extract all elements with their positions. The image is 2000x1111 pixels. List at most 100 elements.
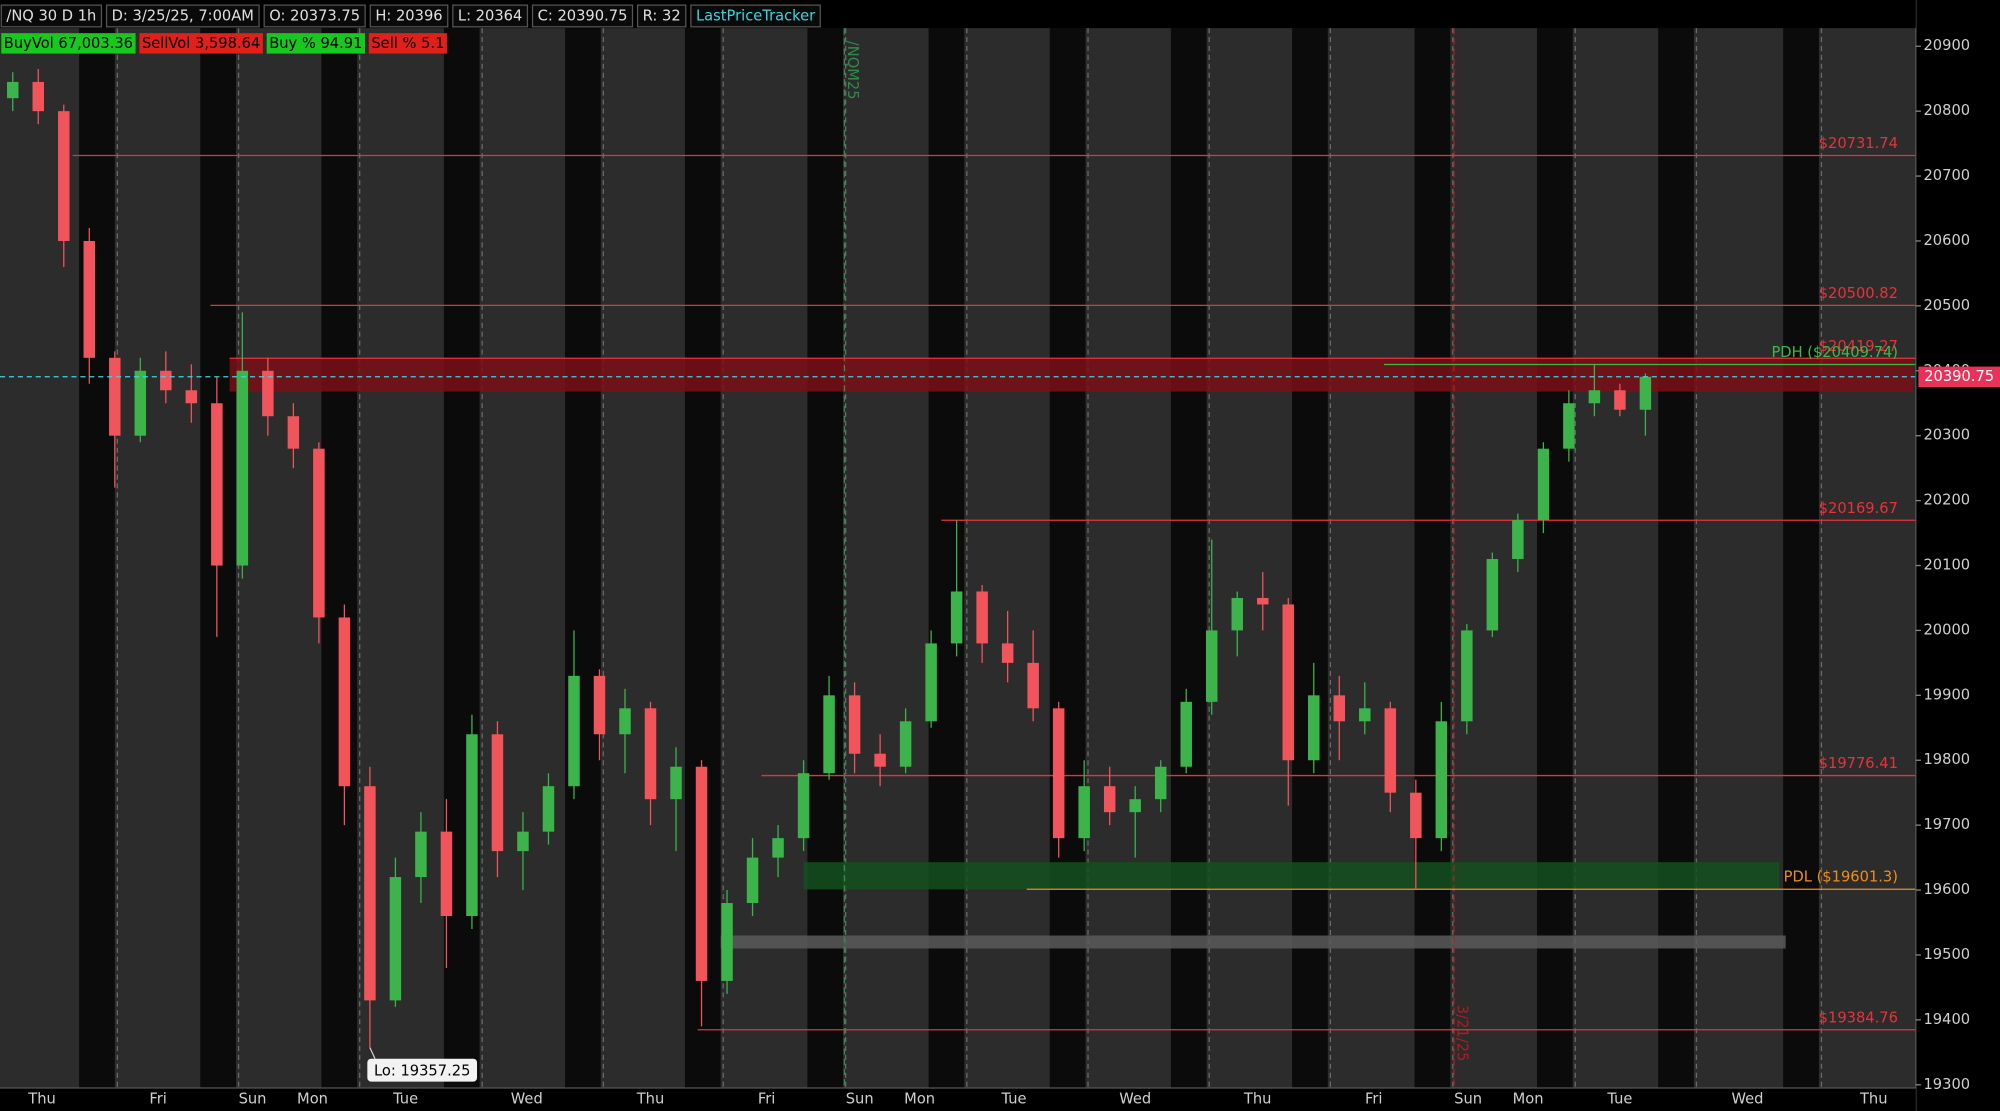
y-tick-label: 19800 — [1923, 751, 1970, 768]
candle-body — [415, 831, 427, 878]
session-band — [79, 28, 115, 1089]
candle-body — [1333, 695, 1346, 722]
candle-body — [440, 831, 453, 917]
candle-body — [287, 416, 300, 449]
badge-box — [368, 33, 447, 54]
candle-body — [1435, 721, 1448, 839]
candle-body — [1001, 643, 1014, 663]
candle-body — [1027, 662, 1039, 709]
header-item: O: 20373.75 — [263, 4, 366, 28]
low-note-pointer — [369, 1047, 376, 1059]
x-tick-label: Mon — [297, 1091, 328, 1108]
candle-body — [1231, 597, 1243, 631]
candle-body — [7, 81, 19, 99]
header-item: H: 20396 — [369, 4, 449, 28]
x-tick-label: Tue — [392, 1091, 418, 1108]
badge-box — [266, 33, 366, 54]
header-text: R: 32 — [643, 8, 681, 25]
x-tick-label: Sun — [846, 1091, 874, 1108]
candle-body — [1103, 786, 1116, 813]
x-tick-label: Thu — [1243, 1091, 1272, 1108]
header-box — [690, 4, 821, 28]
header-text: C: 20390.75 — [538, 8, 628, 25]
session-band — [807, 28, 844, 1089]
x-tick-label: Mon — [904, 1091, 935, 1108]
x-tick-label: Thu — [27, 1091, 56, 1108]
candle-body — [976, 591, 988, 644]
header-box — [0, 4, 103, 28]
vertical-marker-label: 3/21/25 — [1454, 1005, 1471, 1062]
price-level-label: $19384.76 — [1819, 1009, 1898, 1026]
candle-body — [1359, 708, 1371, 722]
y-tick-label: 20000 — [1923, 621, 1970, 638]
header-item: L: 20364 — [452, 4, 529, 28]
x-tick-label: Sun — [1454, 1091, 1482, 1108]
candle-body — [83, 240, 96, 358]
header-text: D: 3/25/25, 7:00AM — [112, 8, 254, 25]
header-box — [263, 4, 366, 28]
candle-body — [644, 708, 657, 800]
candle-body — [1410, 792, 1422, 839]
candle-body — [593, 675, 606, 735]
low-note-label: Lo: 19357.25 — [374, 1062, 470, 1079]
candle-body — [823, 695, 835, 774]
header-text: H: 20396 — [375, 8, 442, 25]
x-tick-label: Thu — [636, 1091, 665, 1108]
badge-text: Sell % 5.1 — [371, 35, 444, 52]
header-text: /NQ 30 D 1h — [6, 8, 96, 25]
price-level-label: $20169.67 — [1819, 500, 1898, 517]
candle-body — [466, 734, 478, 917]
x-tick-label: Tue — [1001, 1091, 1027, 1108]
candle-body — [1461, 630, 1473, 722]
session-band — [1414, 28, 1451, 1089]
candle-body — [1384, 708, 1397, 793]
header-item: /NQ 30 D 1h — [0, 4, 103, 28]
candle-body — [491, 734, 504, 852]
candle-body — [1639, 376, 1652, 410]
badge-text: BuyVol 67,003.36 — [4, 35, 133, 52]
x-tick-label: Wed — [1731, 1091, 1763, 1108]
candle-body — [1486, 559, 1499, 631]
x-tick-label: Wed — [511, 1091, 543, 1108]
x-tick-label: Fri — [758, 1091, 775, 1108]
price-level-label: PDL ($19601.3) — [1784, 869, 1898, 886]
badge-text: Buy % 94.91 — [269, 35, 362, 52]
candle-body — [568, 675, 580, 787]
session-band — [928, 28, 965, 1089]
x-tick-label: Wed — [1119, 1091, 1151, 1108]
candle-body — [925, 643, 937, 722]
candle-body — [695, 766, 708, 981]
candle-body — [1512, 520, 1524, 560]
price-level-label: $20731.74 — [1819, 135, 1898, 152]
candle-body — [185, 390, 198, 404]
header-item: C: 20390.75 — [531, 4, 634, 28]
session-band — [1292, 28, 1328, 1089]
y-tick-label: 20900 — [1923, 37, 1970, 54]
candle-body — [899, 721, 912, 767]
candle-body — [389, 877, 402, 1001]
candle-body — [670, 766, 682, 800]
y-tick-label: 20200 — [1923, 492, 1970, 509]
y-tick-label: 19500 — [1923, 946, 1970, 963]
candle-body — [134, 370, 147, 436]
candle-body — [1078, 786, 1090, 839]
header-text: O: 20373.75 — [269, 8, 360, 25]
session-band — [1536, 28, 1573, 1089]
candle-body — [1563, 403, 1575, 449]
candle-body — [950, 591, 963, 644]
price-level-label: $19776.41 — [1819, 755, 1898, 772]
y-tick-label: 19700 — [1923, 816, 1970, 833]
y-tick-label: 19600 — [1923, 881, 1970, 898]
price-level-label: PDH ($20409.74) — [1771, 344, 1898, 361]
y-tick-label: 19300 — [1923, 1076, 1970, 1093]
badge-box — [1, 33, 136, 54]
header-box — [105, 4, 260, 28]
y-tick-label: 19900 — [1923, 686, 1970, 703]
x-tick-label: Tue — [1606, 1091, 1632, 1108]
y-tick-label: 20300 — [1923, 427, 1970, 444]
x-tick-label: Sun — [239, 1091, 267, 1108]
x-tick-label: Thu — [1859, 1091, 1888, 1108]
candle-body — [313, 448, 325, 618]
x-tick-label: Mon — [1513, 1091, 1544, 1108]
vertical-marker-label: /NQM25 — [844, 41, 861, 100]
